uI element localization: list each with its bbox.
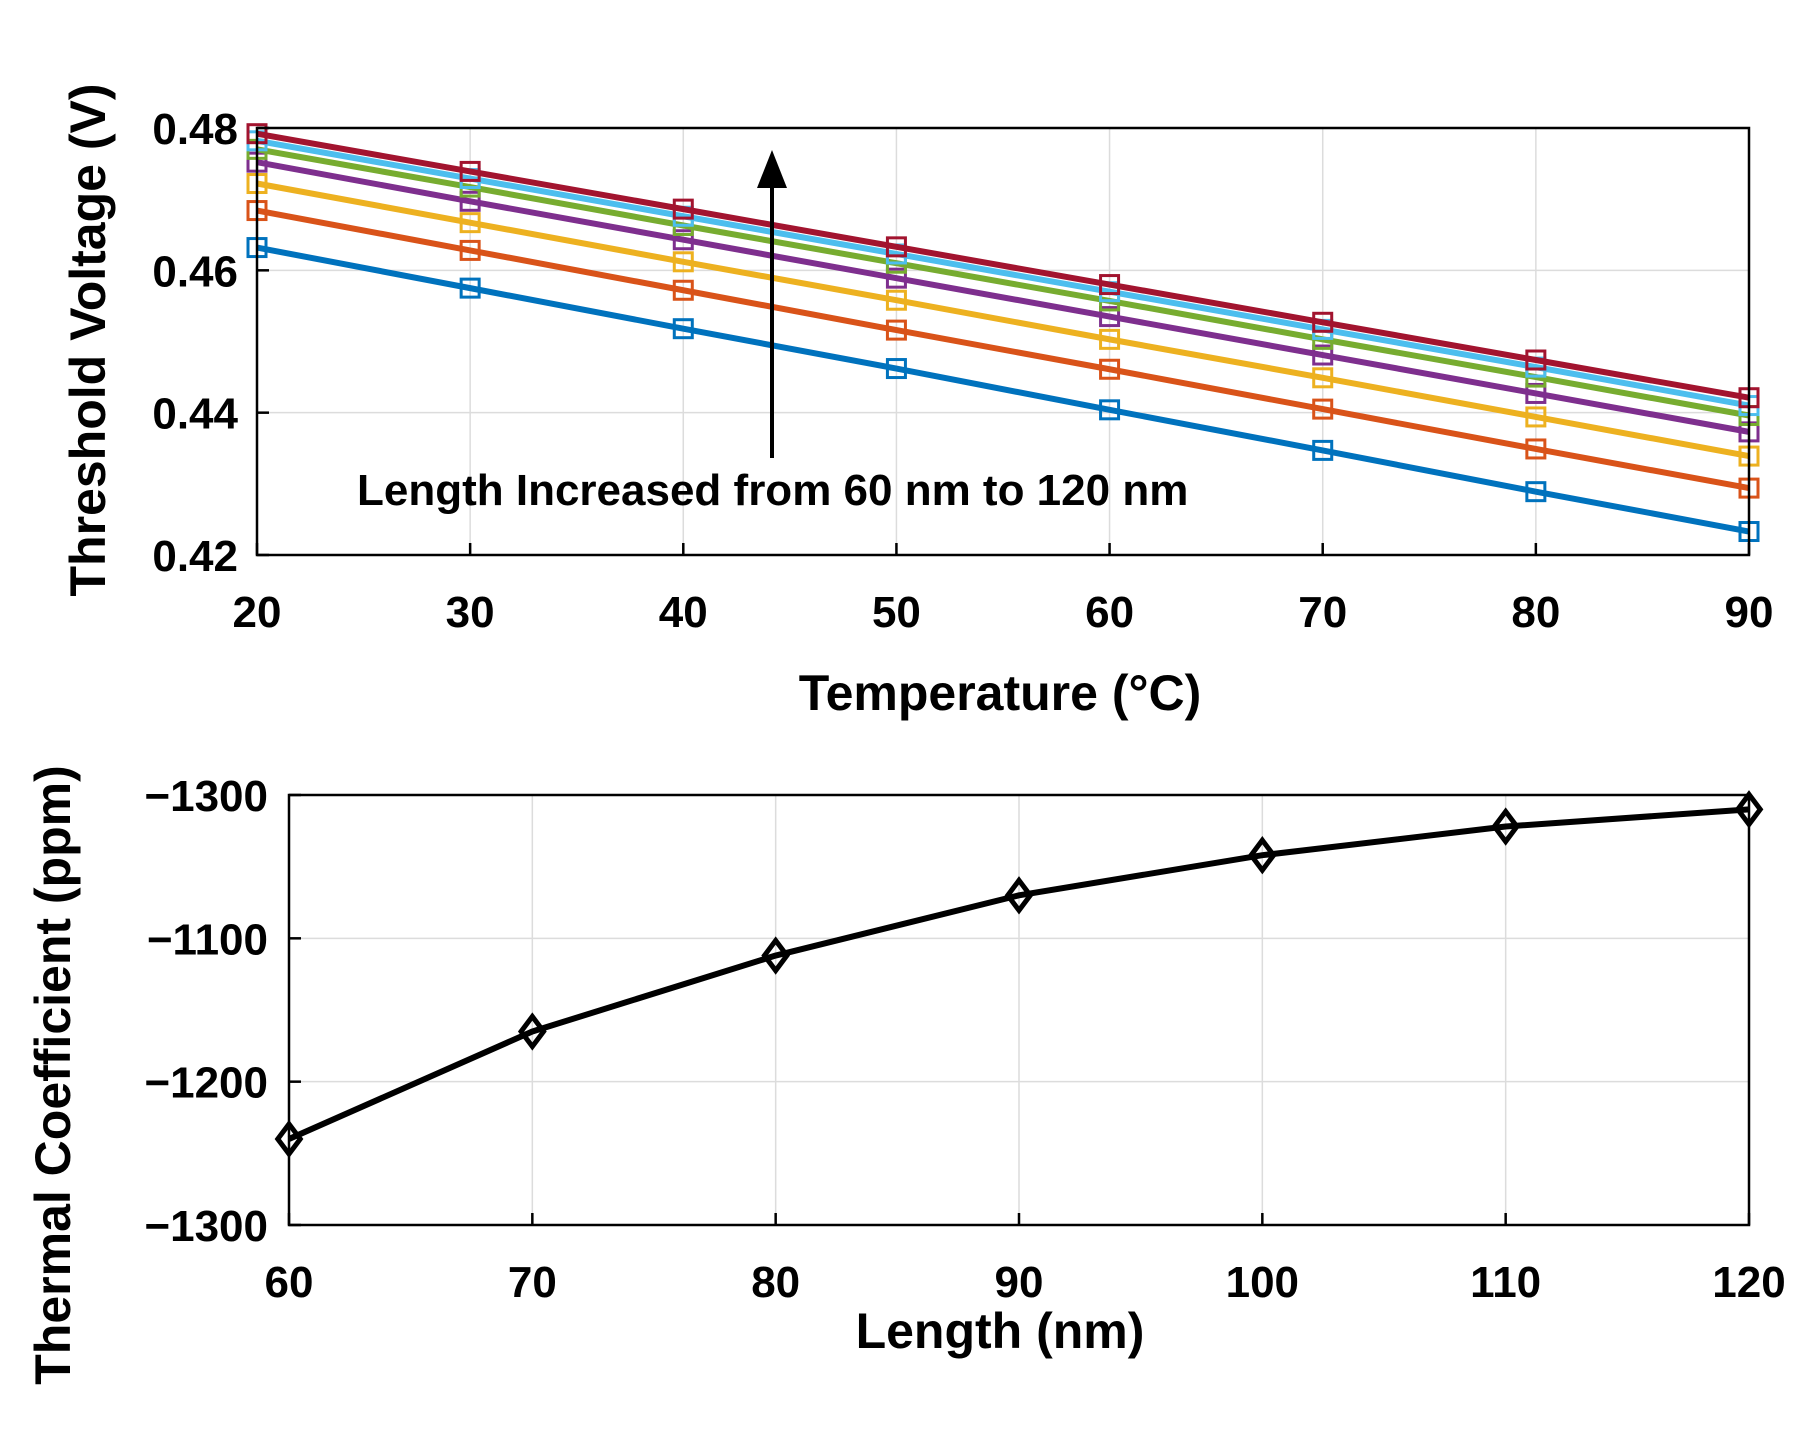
data-point-marker [1099, 358, 1121, 380]
bottom-y-ticks: −1300 −1200 −1100 −1300 [144, 772, 301, 1251]
data-point-marker [1525, 406, 1547, 428]
data-point-marker [885, 358, 907, 380]
top-x-axis-label: Temperature (°C) [799, 665, 1201, 721]
top-y-axis-label: Threshold Voltage (V) [60, 84, 116, 597]
bottom-series-group [274, 790, 1764, 1159]
data-point-marker [1099, 274, 1121, 296]
data-point-marker [672, 198, 694, 220]
bottom-y-axis-label: Thermal Coefficient (ppm) [25, 765, 81, 1384]
threshold-voltage-chart: 20 30 40 50 60 70 80 90 0.42 0.44 0.46 0.48 Temper… [60, 84, 1773, 722]
series-70-nm [246, 200, 1760, 499]
x-tick-label: 110 [1470, 1258, 1541, 1307]
data-point-marker [1525, 382, 1547, 404]
data-point-marker [517, 1012, 547, 1051]
data-point-marker [672, 318, 694, 340]
y-tick-label: −1300 [144, 772, 268, 821]
series-line [256, 130, 1750, 401]
data-point-marker [459, 239, 481, 261]
data-point-marker [885, 267, 907, 289]
length-arrow [757, 150, 787, 458]
x-tick-label: 20 [233, 588, 282, 637]
x-tick-label: 80 [751, 1258, 800, 1307]
series-thermal-coefficient [274, 790, 1764, 1159]
top-y-ticks: 0.42 0.44 0.46 0.48 [152, 105, 269, 581]
data-point-marker [1312, 311, 1334, 333]
x-tick-label: 80 [1511, 588, 1560, 637]
x-tick-label: 70 [508, 1258, 557, 1307]
data-point-marker [1312, 344, 1334, 366]
series-90-nm [246, 151, 1760, 443]
top-series-group [246, 123, 1760, 543]
x-tick-label: 50 [872, 588, 921, 637]
data-point-marker [459, 160, 481, 182]
data-point-marker [1099, 328, 1121, 350]
data-point-marker [1099, 399, 1121, 421]
data-point-marker [1312, 398, 1334, 420]
y-tick-label: 0.46 [152, 247, 238, 296]
data-point-marker [459, 190, 481, 212]
series-80-nm [246, 173, 1760, 467]
x-tick-label: 90 [1725, 588, 1774, 637]
data-point-marker [1247, 836, 1277, 875]
x-tick-label: 70 [1298, 588, 1347, 637]
data-point-marker [672, 279, 694, 301]
bottom-x-ticks: 60 70 80 90 100 110 120 [265, 1213, 1786, 1307]
data-point-marker [885, 319, 907, 341]
series-line [256, 180, 1750, 460]
data-point-marker [459, 277, 481, 299]
length-annotation: Length Increased from 60 nm to 120 nm [357, 466, 1188, 515]
y-tick-label: −1300 [144, 1202, 268, 1251]
series-line [256, 159, 1750, 435]
x-tick-label: 100 [1226, 1258, 1299, 1307]
data-point-marker [1525, 481, 1547, 503]
series-line [256, 244, 1750, 535]
top-x-ticks: 20 30 40 50 60 70 80 90 [233, 543, 1774, 637]
x-tick-label: 60 [1085, 588, 1134, 637]
data-point-marker [672, 229, 694, 251]
data-point-marker [761, 936, 791, 975]
x-tick-label: 90 [995, 1258, 1044, 1307]
y-tick-label: 0.44 [152, 390, 238, 439]
y-tick-label: −1200 [144, 1059, 268, 1108]
bottom-x-axis-label: Length (nm) [856, 1303, 1145, 1359]
y-tick-label: 0.42 [152, 532, 238, 581]
data-point-marker [1525, 349, 1547, 371]
top-plot-frame [255, 126, 1751, 557]
data-point-marker [1004, 876, 1034, 915]
y-tick-label: 0.48 [152, 105, 238, 154]
x-tick-label: 30 [446, 588, 495, 637]
thermal-coefficient-chart: 60 70 80 90 100 110 120 −1300 −1200 −1100 −1300 L… [25, 765, 1786, 1384]
series-line [256, 207, 1750, 492]
x-tick-label: 120 [1712, 1258, 1785, 1307]
data-point-marker [1099, 306, 1121, 328]
data-point-marker [1312, 439, 1334, 461]
series-line [256, 137, 1750, 409]
series-100-nm [246, 138, 1760, 427]
data-point-marker [1525, 438, 1547, 460]
x-tick-label: 40 [659, 588, 708, 637]
data-point-marker [1491, 807, 1521, 846]
data-point-marker [885, 289, 907, 311]
data-point-marker [1312, 367, 1334, 389]
series-line [287, 806, 1750, 1142]
y-tick-label: −1100 [147, 915, 268, 964]
data-point-marker [459, 212, 481, 234]
series-line [256, 146, 1750, 419]
data-point-marker [672, 251, 694, 273]
bottom-grid [288, 794, 1750, 1226]
x-tick-label: 60 [265, 1258, 314, 1307]
data-point-marker [885, 236, 907, 258]
